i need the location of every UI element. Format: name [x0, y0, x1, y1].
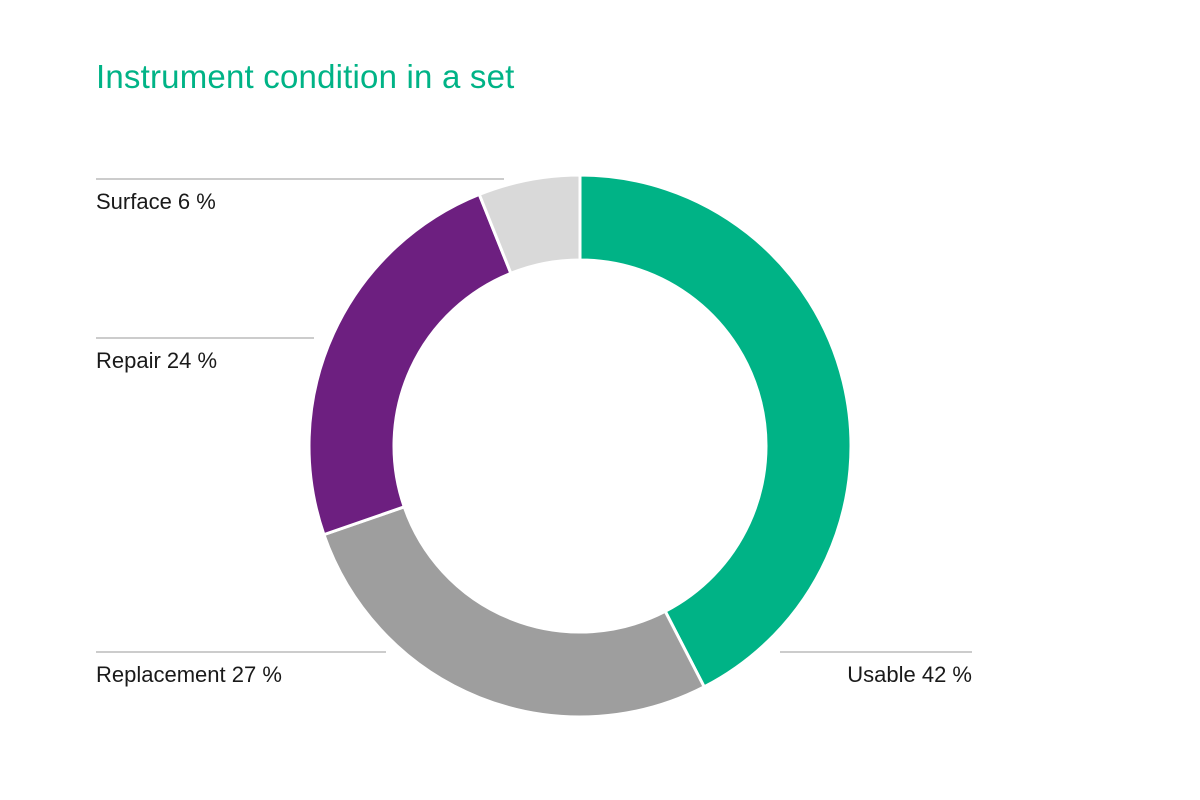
slice-replacement: [321, 504, 707, 719]
slice-label-replacement: Replacement 27 %: [96, 662, 282, 687]
slice-group: [307, 173, 853, 719]
slice-usable: [578, 173, 853, 689]
slice-repair: [307, 192, 513, 537]
chart-title: Instrument condition in a set: [96, 58, 515, 95]
slice-label-repair: Repair 24 %: [96, 348, 217, 373]
slice-surface: [477, 173, 582, 276]
slice-label-surface: Surface 6 %: [96, 189, 216, 214]
slice-label-usable: Usable 42 %: [847, 662, 972, 687]
label-group: Usable 42 % Replacement 27 % Repair 24 % Su…: [96, 178, 972, 687]
